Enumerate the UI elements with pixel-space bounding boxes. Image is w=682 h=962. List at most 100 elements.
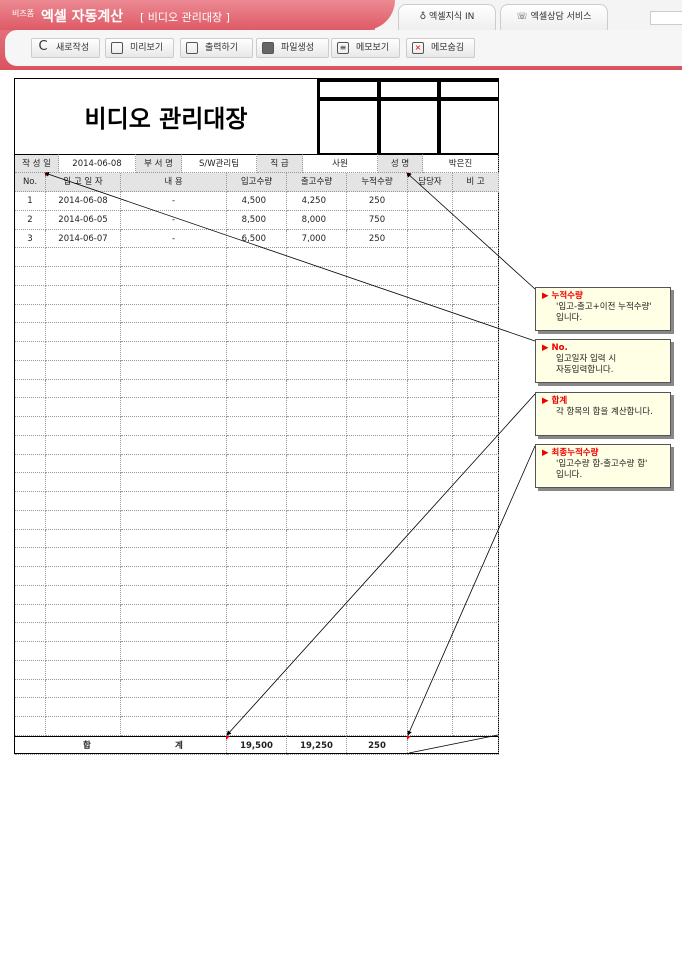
table-cell[interactable] xyxy=(121,267,227,286)
table-cell[interactable] xyxy=(453,342,499,361)
table-cell[interactable] xyxy=(46,379,121,399)
table-cell[interactable] xyxy=(347,642,408,661)
memo-show-button[interactable]: ≡ 메모보기 xyxy=(331,38,400,58)
table-cell[interactable] xyxy=(121,623,227,642)
table-cell[interactable] xyxy=(15,304,46,324)
table-cell[interactable] xyxy=(227,267,287,286)
table-cell[interactable] xyxy=(227,679,287,699)
table-cell[interactable]: 1 xyxy=(15,192,46,211)
table-cell[interactable] xyxy=(347,585,408,605)
table-cell[interactable] xyxy=(227,379,287,399)
table-cell[interactable] xyxy=(408,435,453,455)
table-cell[interactable] xyxy=(287,454,347,474)
table-cell[interactable] xyxy=(227,342,287,361)
table-cell[interactable] xyxy=(121,679,227,699)
table-cell[interactable] xyxy=(15,567,46,586)
table-cell[interactable] xyxy=(121,567,227,586)
table-cell[interactable] xyxy=(121,492,227,511)
table-cell[interactable] xyxy=(453,435,499,455)
table-cell[interactable] xyxy=(15,679,46,699)
table-cell[interactable] xyxy=(287,510,347,530)
table-cell[interactable] xyxy=(121,285,227,305)
table-cell[interactable]: 2014-06-07 xyxy=(46,229,121,249)
table-cell[interactable] xyxy=(46,285,121,305)
table-cell[interactable] xyxy=(121,698,227,717)
table-cell[interactable] xyxy=(121,398,227,417)
table-cell[interactable] xyxy=(453,210,499,230)
table-cell[interactable] xyxy=(227,323,287,342)
table-cell[interactable] xyxy=(227,642,287,661)
table-cell[interactable] xyxy=(15,360,46,380)
table-cell[interactable] xyxy=(46,679,121,699)
table-cell[interactable] xyxy=(408,679,453,699)
table-cell[interactable] xyxy=(121,304,227,324)
table-cell[interactable] xyxy=(408,248,453,267)
table-cell[interactable] xyxy=(408,342,453,361)
table-cell[interactable] xyxy=(287,529,347,549)
table-cell[interactable] xyxy=(121,660,227,680)
table-cell[interactable]: - xyxy=(121,210,227,230)
table-cell[interactable] xyxy=(347,529,408,549)
table-cell[interactable] xyxy=(15,267,46,286)
table-cell[interactable] xyxy=(408,660,453,680)
table-cell[interactable] xyxy=(121,717,227,736)
table-cell[interactable] xyxy=(347,698,408,717)
table-cell[interactable] xyxy=(15,492,46,511)
table-cell[interactable] xyxy=(453,304,499,324)
table-cell[interactable] xyxy=(408,267,453,286)
table-cell[interactable] xyxy=(46,660,121,680)
table-cell[interactable] xyxy=(227,285,287,305)
table-cell[interactable] xyxy=(408,698,453,717)
table-cell[interactable] xyxy=(453,454,499,474)
table-cell[interactable] xyxy=(453,473,499,492)
table-cell[interactable]: 7,000 xyxy=(287,229,347,249)
table-cell[interactable] xyxy=(46,642,121,661)
table-cell[interactable] xyxy=(121,248,227,267)
table-cell[interactable] xyxy=(453,417,499,436)
table-cell[interactable] xyxy=(227,604,287,624)
table-cell[interactable] xyxy=(121,604,227,624)
table-cell[interactable] xyxy=(46,435,121,455)
table-cell[interactable] xyxy=(121,417,227,436)
table-cell[interactable] xyxy=(15,623,46,642)
table-cell[interactable] xyxy=(46,398,121,417)
table-cell[interactable] xyxy=(227,510,287,530)
table-cell[interactable] xyxy=(227,698,287,717)
table-cell[interactable] xyxy=(347,398,408,417)
new-button[interactable]: C 새로작성 xyxy=(31,38,100,58)
table-cell[interactable] xyxy=(15,398,46,417)
table-cell[interactable] xyxy=(287,679,347,699)
table-cell[interactable] xyxy=(121,529,227,549)
tab-excel-consult[interactable]: ☏ 엑셀상담 서비스 xyxy=(500,4,608,30)
table-cell[interactable]: 250 xyxy=(347,192,408,211)
table-cell[interactable]: 8,500 xyxy=(227,210,287,230)
table-cell[interactable] xyxy=(453,548,499,567)
table-cell[interactable] xyxy=(453,698,499,717)
table-cell[interactable] xyxy=(287,398,347,417)
table-cell[interactable] xyxy=(347,604,408,624)
table-cell[interactable] xyxy=(46,567,121,586)
table-cell[interactable] xyxy=(121,548,227,567)
table-cell[interactable] xyxy=(121,585,227,605)
table-cell[interactable] xyxy=(408,717,453,736)
table-cell[interactable]: - xyxy=(121,192,227,211)
table-cell[interactable] xyxy=(15,342,46,361)
table-cell[interactable] xyxy=(287,548,347,567)
table-cell[interactable] xyxy=(227,585,287,605)
table-cell[interactable] xyxy=(408,585,453,605)
table-cell[interactable] xyxy=(46,454,121,474)
table-cell[interactable] xyxy=(408,398,453,417)
approval-sign-cell[interactable] xyxy=(438,98,499,154)
table-cell[interactable] xyxy=(408,510,453,530)
table-cell[interactable] xyxy=(121,435,227,455)
table-cell[interactable] xyxy=(408,192,453,211)
table-cell[interactable] xyxy=(227,660,287,680)
table-cell[interactable] xyxy=(287,698,347,717)
table-cell[interactable] xyxy=(287,473,347,492)
table-cell[interactable] xyxy=(453,529,499,549)
table-cell[interactable] xyxy=(408,623,453,642)
table-cell[interactable]: 250 xyxy=(347,229,408,249)
table-cell[interactable] xyxy=(287,435,347,455)
table-cell[interactable]: 2014-06-08 xyxy=(46,192,121,211)
table-cell[interactable] xyxy=(121,642,227,661)
